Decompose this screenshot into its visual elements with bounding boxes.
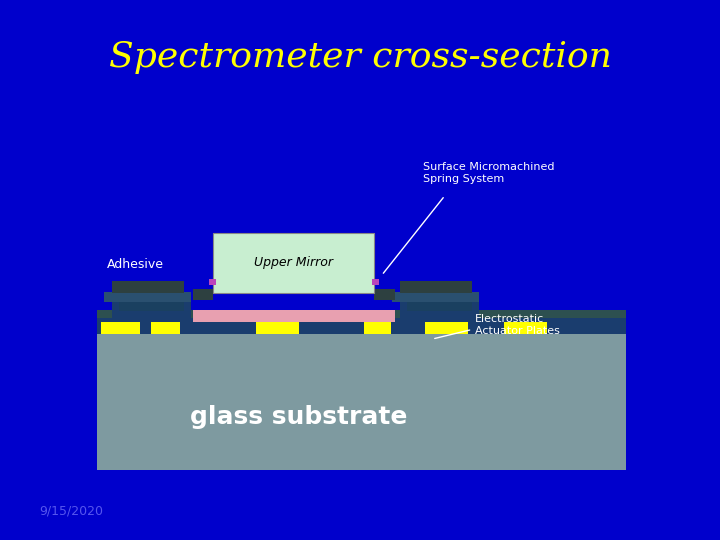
Bar xyxy=(101,322,140,334)
Bar xyxy=(504,322,547,334)
Bar xyxy=(97,318,626,334)
Bar xyxy=(400,281,472,293)
Text: 9/15/2020: 9/15/2020 xyxy=(40,505,104,518)
Bar xyxy=(425,322,468,334)
Bar xyxy=(112,292,191,322)
Bar xyxy=(364,322,391,334)
Bar xyxy=(151,322,180,334)
Bar xyxy=(104,292,191,302)
Bar xyxy=(256,322,299,334)
Text: glass substrate: glass substrate xyxy=(189,406,407,429)
Bar xyxy=(425,322,468,334)
Bar xyxy=(97,332,626,470)
Bar xyxy=(151,322,180,334)
Bar xyxy=(193,289,213,300)
Bar xyxy=(372,279,379,285)
Bar xyxy=(504,322,547,334)
Text: Upper Mirror: Upper Mirror xyxy=(254,256,333,269)
Bar xyxy=(213,233,374,293)
Bar xyxy=(392,292,479,302)
Text: Adhesive: Adhesive xyxy=(107,258,163,271)
Bar xyxy=(112,281,184,293)
Bar xyxy=(209,279,216,285)
Bar xyxy=(97,310,626,322)
Bar xyxy=(407,292,472,310)
Text: Surface Micromachined
Spring System: Surface Micromachined Spring System xyxy=(423,162,555,184)
Bar xyxy=(119,292,184,310)
Bar xyxy=(374,289,395,300)
Bar xyxy=(364,322,391,334)
Bar xyxy=(193,310,395,322)
Bar xyxy=(400,292,479,322)
Text: Electrostatic
Actuator Plates: Electrostatic Actuator Plates xyxy=(475,314,560,336)
Text: Spectrometer cross-section: Spectrometer cross-section xyxy=(109,40,611,73)
Bar xyxy=(256,322,299,334)
Bar xyxy=(101,322,140,334)
